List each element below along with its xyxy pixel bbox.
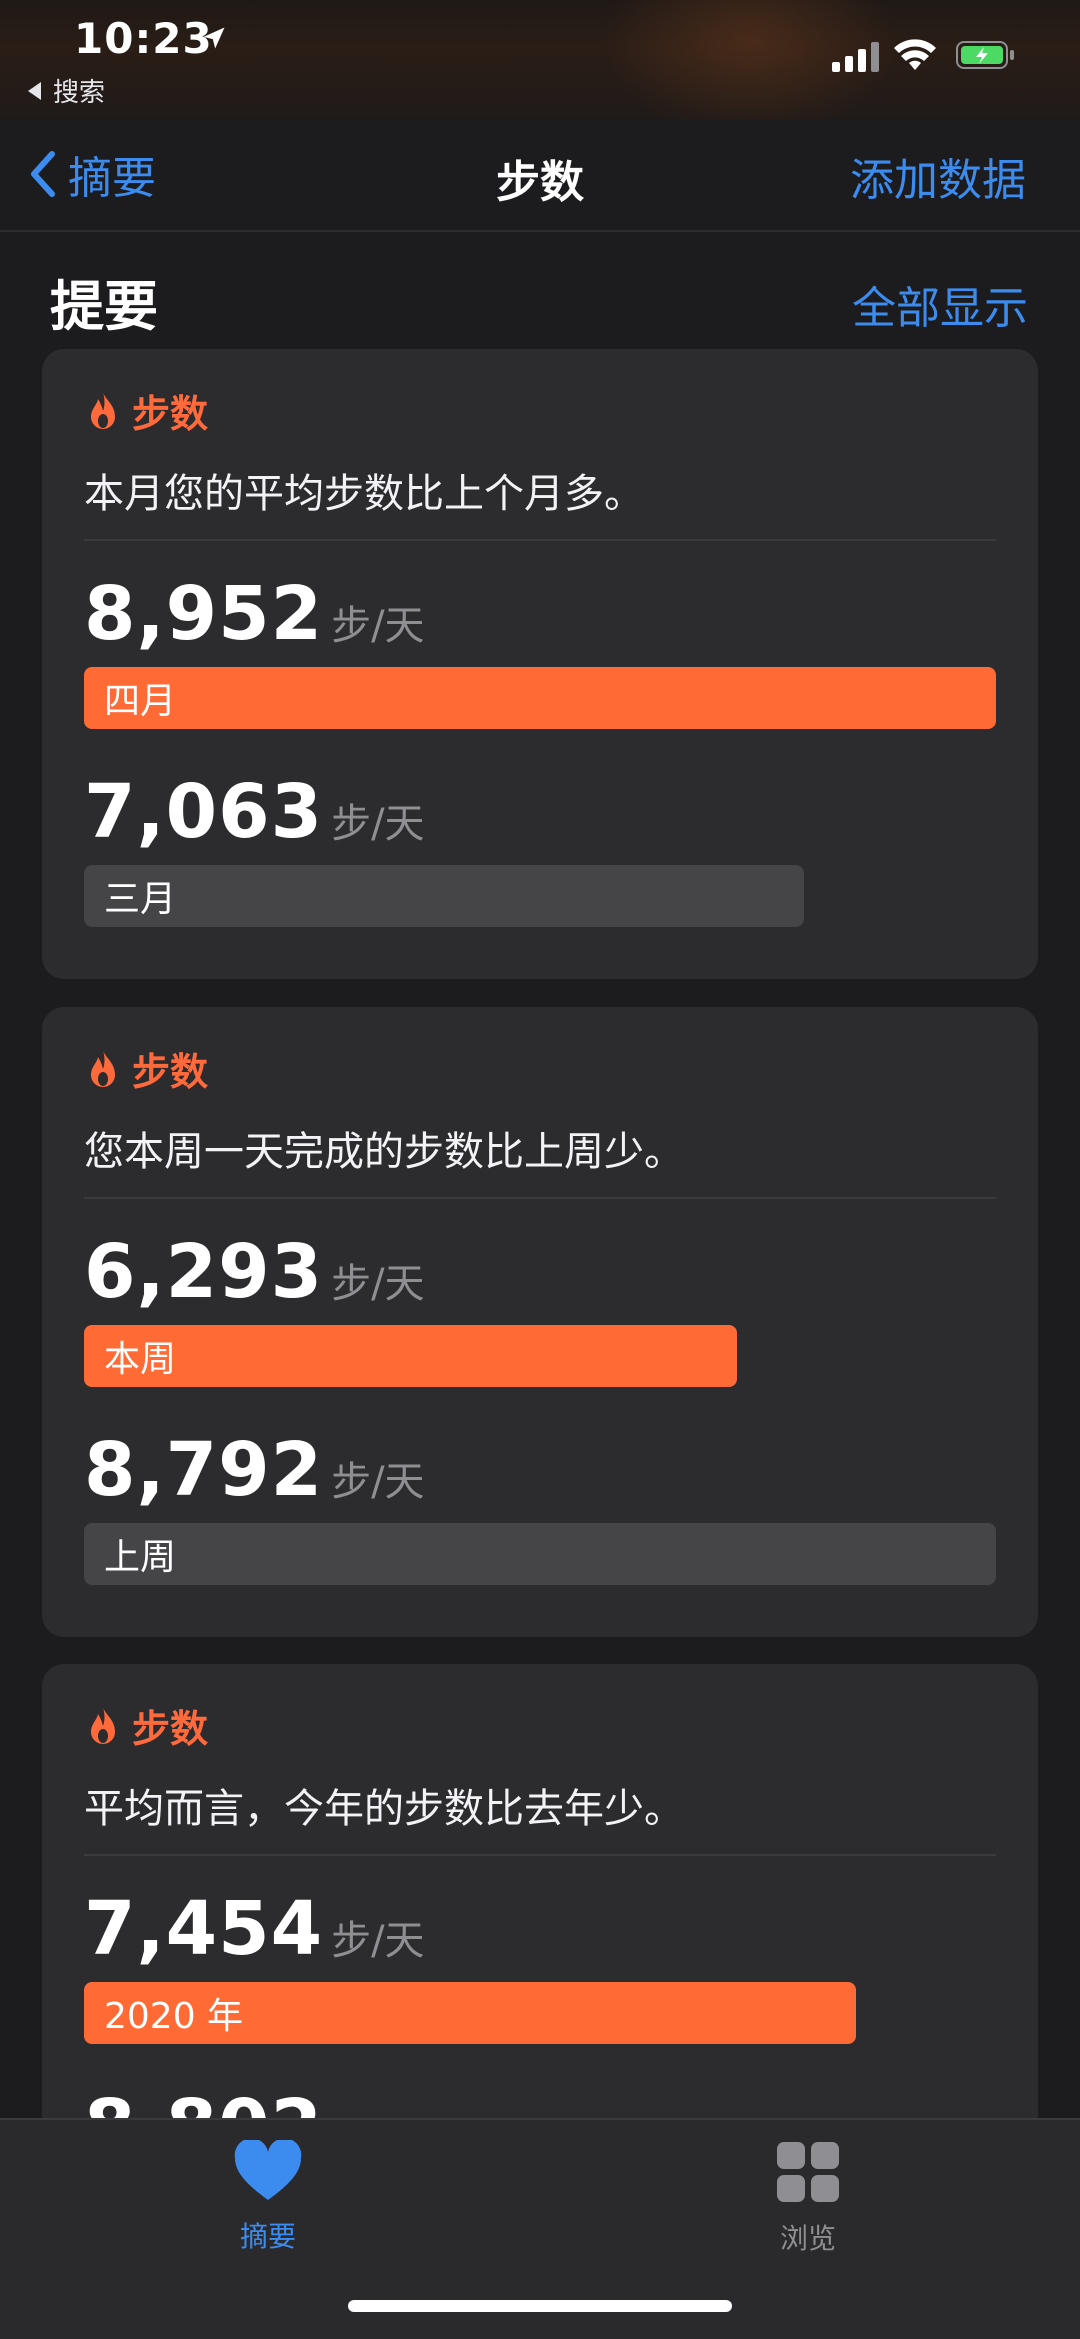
nav-back-label: 摘要: [68, 153, 156, 204]
comparison-bar: 本周: [84, 1325, 737, 1387]
highlight-card[interactable]: 步数 本月您的平均步数比上个月多。 8,952 步/天 四月 7,063 步/天…: [42, 349, 1038, 979]
metric-value: 8,792 步/天: [84, 1427, 425, 1513]
home-indicator[interactable]: [348, 2300, 732, 2312]
tab-browse-label: 浏览: [779, 2222, 836, 2255]
card-category-label: 步数: [132, 1050, 209, 1094]
chevron-left-icon: [31, 151, 55, 197]
card-header: 步数: [88, 383, 208, 438]
metric-value: 6,293 步/天: [84, 1229, 425, 1315]
tab-summary[interactable]: 摘要: [168, 2138, 368, 2255]
metric-value: 8,952 步/天: [84, 571, 425, 657]
card-header: 步数: [88, 1698, 208, 1753]
location-arrow-icon: [203, 27, 225, 49]
card-description: 平均而言，今年的步数比去年少。: [84, 1786, 684, 1832]
bar-label: 2020 年: [104, 1996, 244, 2037]
metric-number: 6,293: [84, 1229, 324, 1315]
card-header: 步数: [88, 1041, 208, 1096]
metric-number: 7,063: [84, 769, 324, 855]
card-category-label: 步数: [132, 1707, 209, 1751]
card-description: 本月您的平均步数比上个月多。: [84, 471, 644, 517]
flame-icon: [91, 391, 115, 429]
battery-charging-icon: [956, 41, 1014, 69]
card-category-label: 步数: [132, 392, 209, 436]
status-bar: 10:23 搜索: [0, 0, 1080, 140]
card-description: 您本周一天完成的步数比上周少。: [84, 1129, 684, 1175]
bar-label: 四月: [104, 681, 177, 722]
back-to-app-label: 搜索: [53, 78, 106, 108]
tab-bar: 摘要 浏览: [0, 2118, 1080, 2339]
metric-unit: 步/天: [331, 801, 425, 847]
flame-icon: [91, 1706, 115, 1744]
navigation-bar: 摘要 步数 添加数据: [0, 120, 1080, 232]
tab-browse[interactable]: 浏览: [708, 2140, 908, 2257]
bar-label: 上周: [104, 1537, 177, 1578]
comparison-bar: 上周: [84, 1523, 996, 1585]
tab-summary-label: 摘要: [239, 2220, 296, 2253]
section-title: 提要: [50, 275, 158, 338]
metric-unit: 步/天: [331, 1918, 425, 1964]
bar-label: 三月: [104, 879, 177, 920]
nav-back-button[interactable]: 摘要: [30, 142, 156, 206]
comparison-bar: 2020 年: [84, 1982, 856, 2044]
grid-icon: [777, 2142, 839, 2202]
metric-number: 7,454: [84, 1886, 324, 1972]
divider: [84, 1197, 996, 1199]
back-to-app[interactable]: 搜索: [28, 72, 105, 109]
metric-value: 7,063 步/天: [84, 769, 425, 855]
add-data-button[interactable]: 添加数据: [850, 155, 1026, 206]
wifi-icon: [894, 39, 936, 70]
metric-number: 8,952: [84, 571, 324, 657]
divider: [84, 539, 996, 541]
metric-value: 7,454 步/天: [84, 1886, 425, 1972]
cellular-signal-icon: [832, 40, 879, 72]
divider: [84, 1854, 996, 1856]
metric-unit: 步/天: [331, 1459, 425, 1505]
metric-unit: 步/天: [331, 1261, 425, 1307]
back-triangle-icon: [28, 81, 41, 100]
comparison-bar: 三月: [84, 865, 804, 927]
heart-icon: [234, 2138, 302, 2200]
page-title: 步数: [496, 157, 584, 208]
highlight-card[interactable]: 步数 您本周一天完成的步数比上周少。 6,293 步/天 本周 8,792 步/…: [42, 1007, 1038, 1637]
comparison-bar: 四月: [84, 667, 996, 729]
metric-unit: 步/天: [331, 603, 425, 649]
flame-icon: [91, 1049, 115, 1087]
status-time: 10:23: [74, 14, 213, 63]
bar-label: 本周: [104, 1339, 177, 1380]
metric-number: 8,792: [84, 1427, 324, 1513]
show-all-button[interactable]: 全部显示: [852, 283, 1028, 334]
